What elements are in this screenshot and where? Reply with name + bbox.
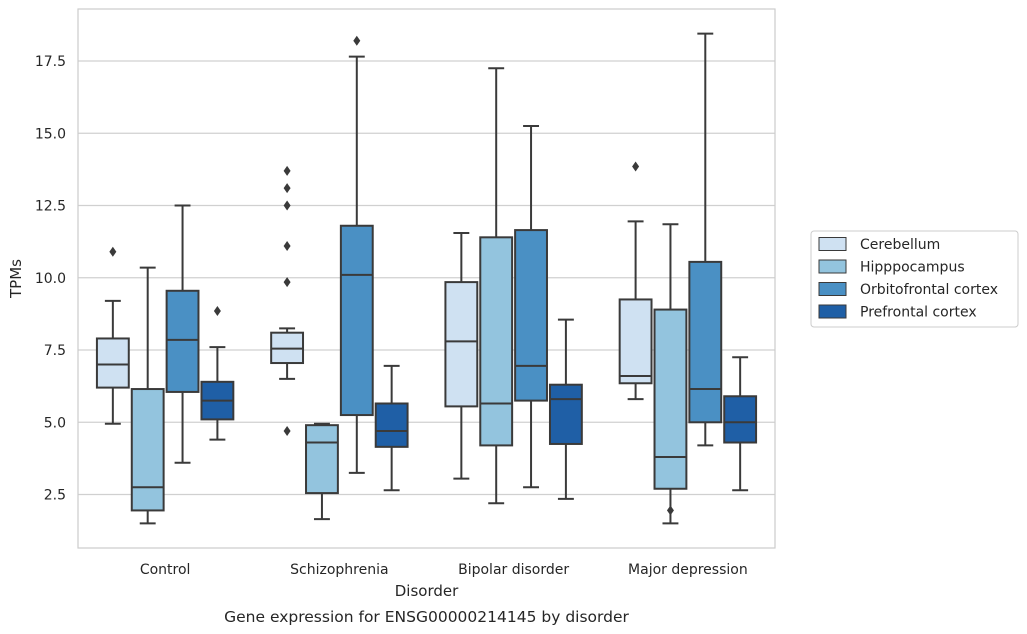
box-prefrontal-cortex-2 bbox=[548, 318, 583, 500]
x-axis-ticks: Control Schizophrenia Bipolar disorder Majo… bbox=[140, 562, 748, 578]
figure-caption: Gene expression for ENSG00000214145 by d… bbox=[224, 608, 629, 626]
outlier-point bbox=[283, 277, 291, 288]
box-orbitofrontal-cortex-0 bbox=[165, 204, 200, 464]
legend-label: Prefrontal cortex bbox=[860, 305, 977, 321]
x-tick-label: Control bbox=[140, 562, 191, 578]
box-iqr bbox=[479, 236, 514, 447]
legend-label: Hipppocampus bbox=[860, 260, 965, 276]
box-iqr bbox=[548, 383, 583, 445]
outlier-point bbox=[283, 200, 291, 211]
y-axis-ticks: 2.5 5.0 7.5 10.0 12.5 15.0 17.5 bbox=[35, 54, 66, 504]
y-tick-label: 10.0 bbox=[35, 271, 66, 287]
outlier-point bbox=[632, 161, 640, 172]
y-tick-label: 12.5 bbox=[35, 199, 66, 215]
box-plot-marks bbox=[95, 32, 758, 525]
legend-swatch bbox=[818, 304, 847, 319]
legend: Cerebellum Hipppocampus Orbitofrontal cort… bbox=[810, 230, 1019, 328]
outlier-point bbox=[213, 306, 221, 317]
y-tick-label: 17.5 bbox=[35, 54, 66, 70]
box-cerebellum-1 bbox=[270, 165, 305, 436]
plot-area-frame bbox=[77, 8, 776, 549]
box-iqr bbox=[165, 289, 200, 393]
outlier-point bbox=[666, 505, 674, 516]
legend-label: Cerebellum bbox=[860, 237, 940, 253]
y-tick-label: 7.5 bbox=[44, 343, 66, 359]
outlier-point bbox=[283, 165, 291, 176]
box-iqr bbox=[95, 337, 130, 389]
legend-frame bbox=[810, 230, 1019, 328]
legend-label: Orbitofrontal cortex bbox=[860, 282, 998, 298]
box-iqr bbox=[339, 224, 374, 417]
box-iqr bbox=[305, 424, 339, 495]
box-iqr bbox=[374, 402, 409, 448]
outlier-point bbox=[109, 246, 117, 257]
box-cerebellum-0 bbox=[95, 246, 130, 425]
x-tick-label: Bipolar disorder bbox=[458, 562, 569, 578]
box-iqr bbox=[723, 395, 758, 444]
x-axis-label: Disorder bbox=[395, 582, 459, 600]
outlier-point bbox=[283, 240, 291, 251]
legend-swatch bbox=[818, 237, 847, 251]
x-tick-label: Schizophrenia bbox=[290, 562, 388, 578]
x-tick-label: Major depression bbox=[628, 562, 748, 578]
box-cerebellum-3 bbox=[618, 161, 653, 401]
outlier-point bbox=[283, 183, 291, 194]
outlier-point bbox=[283, 425, 291, 436]
y-tick-label: 15.0 bbox=[35, 126, 66, 142]
box-hipppocampus-2 bbox=[479, 67, 514, 505]
legend-swatch bbox=[818, 259, 847, 274]
box-iqr bbox=[444, 281, 479, 408]
box-iqr bbox=[688, 260, 723, 424]
box-orbitofrontal-cortex-3 bbox=[688, 32, 723, 447]
box-orbitofrontal-cortex-1 bbox=[339, 35, 374, 474]
outlier-point bbox=[353, 35, 361, 46]
box-hipppocampus-3 bbox=[653, 223, 688, 525]
legend-swatch bbox=[818, 282, 847, 296]
box-hipppocampus-0 bbox=[130, 266, 165, 525]
box-orbitofrontal-cortex-2 bbox=[514, 125, 548, 489]
y-tick-label: 5.0 bbox=[44, 415, 66, 431]
box-iqr bbox=[130, 388, 165, 512]
y-tick-label: 2.5 bbox=[44, 488, 66, 504]
box-prefrontal-cortex-3 bbox=[723, 356, 758, 492]
box-hipppocampus-1 bbox=[305, 422, 339, 521]
box-iqr bbox=[653, 308, 688, 490]
box-prefrontal-cortex-1 bbox=[374, 364, 409, 492]
box-cerebellum-2 bbox=[444, 231, 479, 480]
box-iqr bbox=[618, 298, 653, 385]
y-axis-label: TPMs bbox=[7, 259, 25, 299]
box-prefrontal-cortex-0 bbox=[200, 306, 235, 441]
box-iqr bbox=[514, 229, 548, 402]
